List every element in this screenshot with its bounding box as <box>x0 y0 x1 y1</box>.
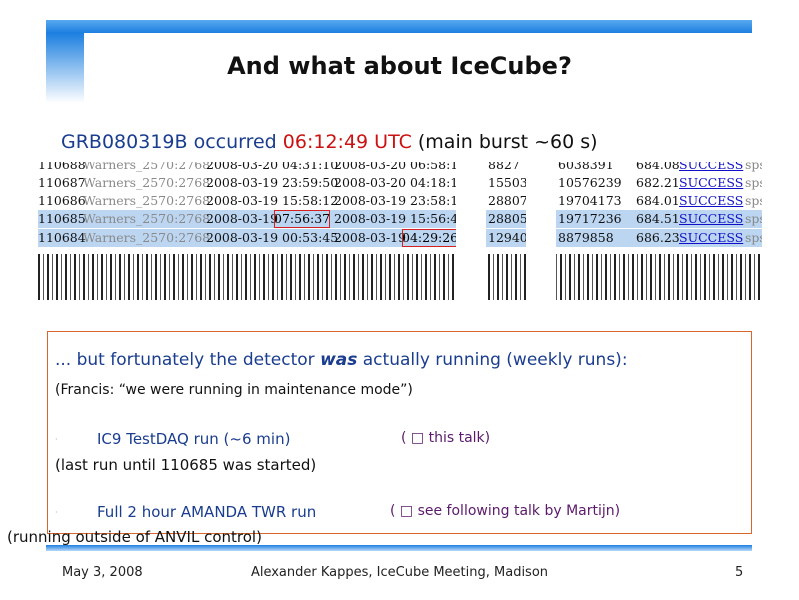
run-number: 110686 <box>38 193 86 208</box>
grb-note: (main burst ~60 s) <box>417 131 598 153</box>
run-table: 110688 Warners_2570:2768 2008-03-20 04:3… <box>38 162 762 300</box>
run-host: sps-I3 <box>745 193 762 208</box>
run-rate: 684.01 <box>636 193 680 208</box>
info-headline: ... but fortunately the detector was act… <box>55 350 628 370</box>
run-size: 8879858 <box>558 230 614 245</box>
info-quote: (Francis: “we were running in maintenanc… <box>55 382 413 398</box>
run-stop-time-marked: 04:29:26 <box>402 229 459 247</box>
run-status-link[interactable]: SUCCESS <box>679 211 744 226</box>
run-rate: 686.23 <box>636 230 680 245</box>
run-rate: 684.51 <box>636 211 680 226</box>
run-events: 28805 <box>488 211 528 226</box>
run-size: 19704173 <box>558 193 622 208</box>
header-accent-bar <box>46 20 752 33</box>
grb-name: GRB080319B occurred <box>61 131 277 153</box>
run-user: Warners_2570:2768 <box>83 162 211 172</box>
run-status-link[interactable]: SUCCESS <box>679 230 744 245</box>
run-user: Warners_2570:2768 <box>83 175 211 190</box>
table-row-highlighted: 110684 Warners_2570:2768 2008-03-19 00:5… <box>38 229 762 247</box>
run-number: 110687 <box>38 175 86 190</box>
run-stop: 2008-03-19 23:58:19 <box>334 193 467 208</box>
run-start: 2008-03-19 23:59:50 <box>206 175 339 190</box>
bullet-dot-icon: · <box>55 508 58 517</box>
run-host: sps-I3 <box>745 211 762 226</box>
table-row: 110688 Warners_2570:2768 2008-03-20 04:3… <box>38 162 762 174</box>
bullet-dot-icon: · <box>55 435 58 444</box>
footer-accent-bar <box>46 545 752 551</box>
header-side-bar <box>46 33 84 103</box>
bullet-item: · Full 2 hour AMANDA TWR run ( □ see fol… <box>55 503 620 521</box>
run-status-link[interactable]: SUCCESS <box>679 175 744 190</box>
run-user: Warners_2570:2768 <box>83 193 211 208</box>
footer-date: May 3, 2008 <box>62 565 143 580</box>
grb-time: 06:12:49 UTC <box>282 131 412 153</box>
bullet-reference: ( □ this talk) <box>401 430 491 446</box>
footer-author: Alexander Kappes, IceCube Meeting, Madis… <box>250 565 549 580</box>
run-rate: 684.08 <box>636 162 680 172</box>
run-stop-date: 2008-03-19 <box>334 230 407 245</box>
run-size: 6038391 <box>558 162 614 172</box>
run-number: 110684 <box>38 230 86 245</box>
run-stop: 2008-03-20 06:58:18 <box>334 162 467 172</box>
table-row: 110687 Warners_2570:2768 2008-03-19 23:5… <box>38 174 762 192</box>
run-host: sps-I3 <box>745 162 762 172</box>
page-number: 5 <box>735 565 744 580</box>
run-number: 110685 <box>38 211 86 226</box>
run-status-link[interactable]: SUCCESS <box>679 193 744 208</box>
table-row: 110686 Warners_2570:2768 2008-03-19 15:5… <box>38 192 762 210</box>
info-note: (last run until 110685 was started) <box>55 456 317 474</box>
truncated-rows-strip <box>38 254 762 300</box>
run-start: 2008-03-19 00:53:45 <box>206 230 339 245</box>
grb-line: GRB080319B occurred 06:12:49 UTC (main b… <box>61 131 598 153</box>
run-start: 2008-03-19 15:58:12 <box>206 193 339 208</box>
bullet-reference: ( □ see following talk by Martijn) <box>390 503 621 519</box>
run-size: 10576239 <box>558 175 622 190</box>
run-user: Warners_2570:2768 <box>83 211 211 226</box>
run-host: sps-I3 <box>745 230 762 245</box>
bullet-text: Full 2 hour AMANDA TWR run <box>97 503 317 521</box>
slide-title: And what about IceCube? <box>227 52 572 80</box>
run-start-time-marked: 07:56:37 <box>274 210 331 228</box>
column-gap <box>456 162 486 300</box>
run-events: 15503 <box>488 175 528 190</box>
run-rate: 682.21 <box>636 175 680 190</box>
table-row-highlighted: 110685 Warners_2570:2768 2008-03-19 07:5… <box>38 210 762 228</box>
info-note: (running outside of ANVIL control) <box>7 528 262 546</box>
run-stop: 2008-03-19 15:56:43 <box>334 211 467 226</box>
run-number: 110688 <box>38 162 86 172</box>
run-user: Warners_2570:2768 <box>83 230 211 245</box>
run-size: 19717236 <box>558 211 622 226</box>
bullet-item: · IC9 TestDAQ run (~6 min) ( □ this talk… <box>55 430 490 448</box>
column-gap <box>526 162 556 300</box>
run-events: 28807 <box>488 193 528 208</box>
run-status-link[interactable]: SUCCESS <box>679 162 744 172</box>
run-stop: 2008-03-20 04:18:13 <box>334 175 467 190</box>
run-events: 8827 <box>488 162 520 172</box>
info-box: ... but fortunately the detector was act… <box>47 331 752 534</box>
bullet-text: IC9 TestDAQ run (~6 min) <box>97 430 291 448</box>
run-start: 2008-03-20 04:31:10 <box>206 162 339 172</box>
run-host: sps-I3 <box>745 175 762 190</box>
run-events: 12940 <box>488 230 528 245</box>
run-start-date: 2008-03-19 <box>206 211 279 226</box>
emphasis-was: was <box>320 350 358 370</box>
